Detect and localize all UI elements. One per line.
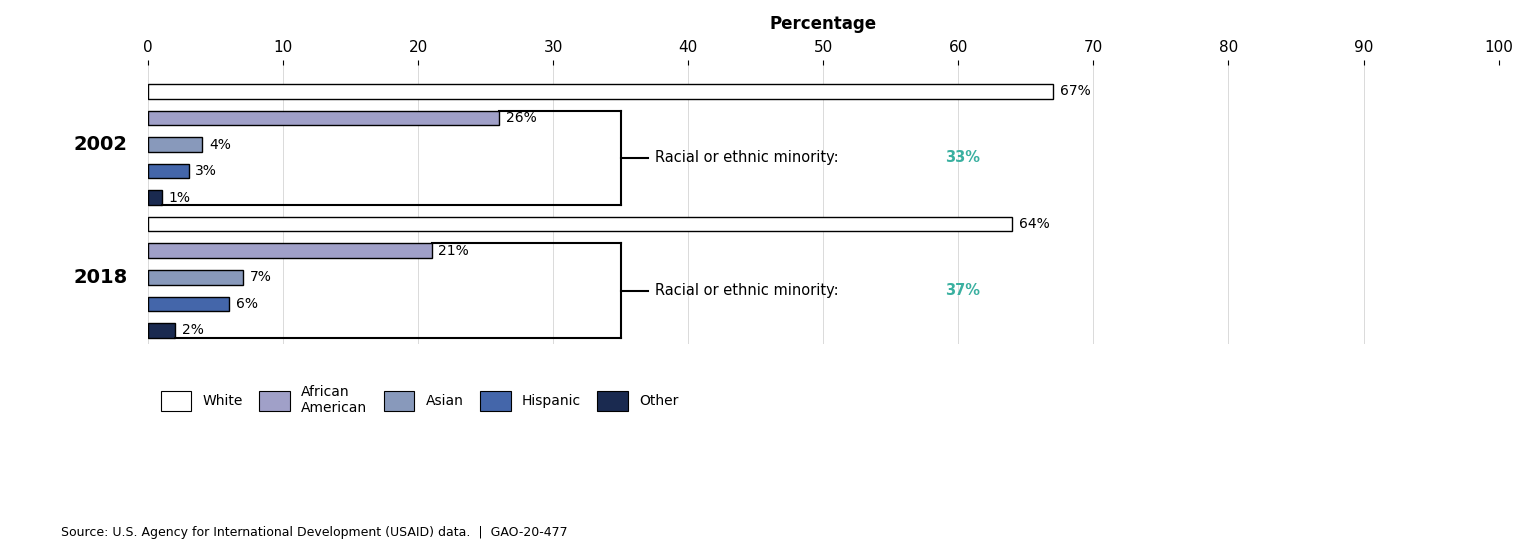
Bar [148,111,500,125]
Text: 2%: 2% [182,324,203,338]
Text: 37%: 37% [944,283,979,298]
Text: 21%: 21% [439,244,469,258]
Bar [148,137,202,152]
Text: 4%: 4% [209,138,231,152]
Bar [148,164,188,178]
Text: Racial or ethnic minority:: Racial or ethnic minority: [654,150,843,165]
Bar [148,296,229,311]
Bar [148,323,176,338]
Bar [148,217,1013,231]
Text: 33%: 33% [944,150,979,165]
Text: 3%: 3% [196,164,217,178]
Text: 67%: 67% [1060,85,1091,99]
Text: 2002: 2002 [73,135,128,154]
Bar [148,270,243,285]
X-axis label: Percentage: Percentage [770,15,877,33]
Legend: White, African
American, Asian, Hispanic, Other: White, African American, Asian, Hispanic… [154,379,685,421]
Text: Source: U.S. Agency for International Development (USAID) data.  |  GAO-20-477: Source: U.S. Agency for International De… [61,526,568,539]
Bar [148,190,162,205]
Text: 1%: 1% [168,191,191,205]
Text: 7%: 7% [249,270,272,285]
Text: Racial or ethnic minority:: Racial or ethnic minority: [654,283,843,298]
Text: 6%: 6% [235,297,258,311]
Text: 2018: 2018 [73,268,128,287]
Text: 64%: 64% [1019,217,1050,231]
Bar [148,243,432,258]
Bar [148,84,1053,99]
Text: 26%: 26% [506,111,536,125]
